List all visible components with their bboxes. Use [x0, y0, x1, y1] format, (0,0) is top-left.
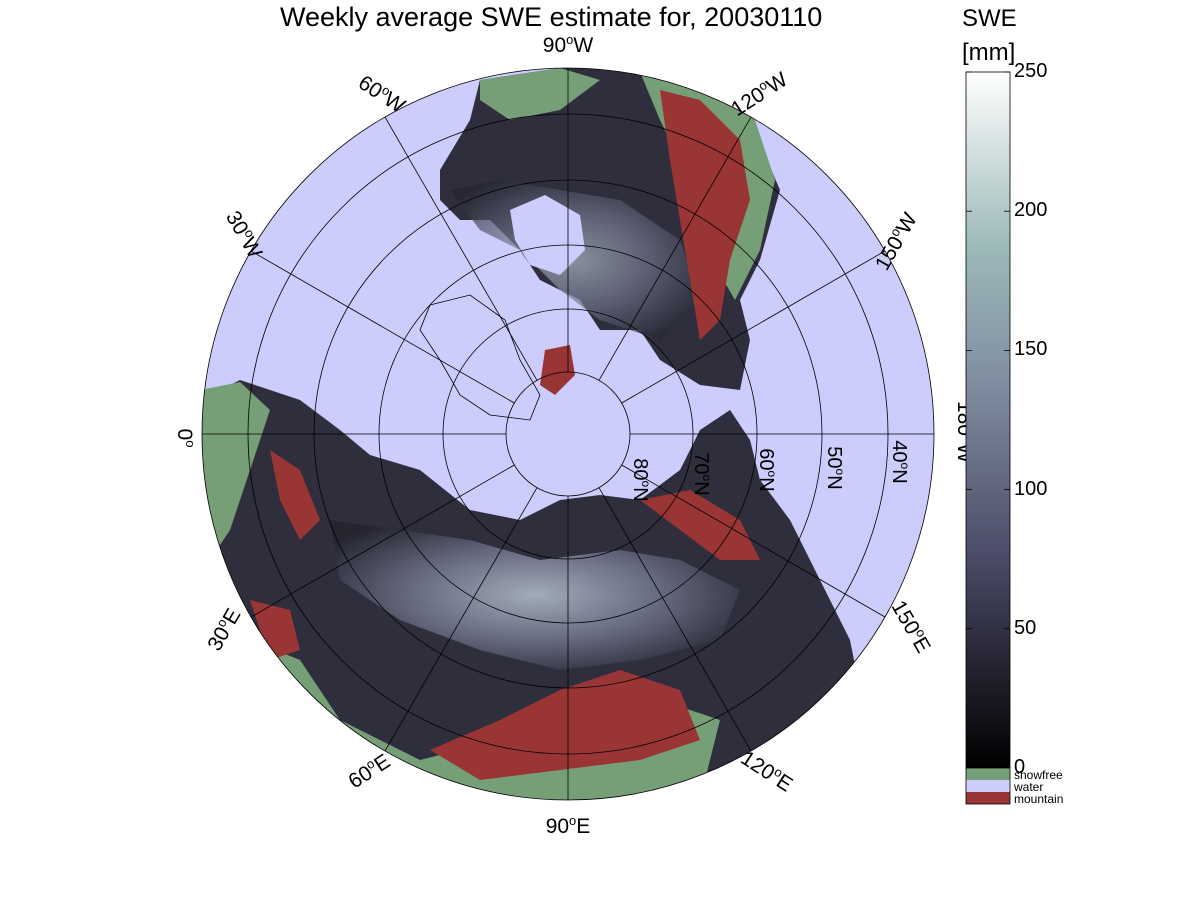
colorbar-title: SWE [mm] [962, 2, 1017, 70]
latitude-label: 80oN [629, 458, 653, 501]
longitude-label: 30oE [202, 604, 246, 655]
figure-title: Weekly average SWE estimate for, 2003011… [280, 2, 823, 32]
latitude-labels: 80oN 70oN 60oN 50oN 40oN [629, 440, 912, 501]
colorbar-tick-label: 50 [1014, 616, 1037, 639]
meridian-line [250, 464, 515, 618]
snowfree-west-europe [202, 382, 270, 560]
category-swatch-snowfree [966, 768, 1010, 780]
longitude-label: 60oE [343, 748, 394, 793]
colorbar-tick-label: 250 [1014, 60, 1048, 82]
greenland-outline [419, 294, 541, 421]
mountain-east-siberia [640, 490, 760, 560]
category-swatch-water [966, 780, 1010, 792]
longitude-label: 120oW [726, 66, 792, 121]
arctic-island [540, 345, 575, 395]
colorbar-tick-label: 150 [1014, 338, 1048, 361]
category-legend-border [965, 767, 1011, 805]
meridian-line [621, 250, 886, 404]
snowfree-alaska-tip [480, 68, 600, 120]
mountain-central-asia [430, 670, 700, 780]
longitude-label: 0o [173, 429, 198, 448]
latitude-label: 40oN [888, 440, 912, 483]
colorbar [965, 71, 1011, 769]
meridian-line [250, 250, 515, 404]
longitude-label: 90oE [546, 813, 591, 838]
hudson-bay [510, 195, 585, 275]
latitude-label: 70oN [690, 452, 714, 495]
mountain-rockies [660, 90, 750, 340]
latitude-label: 50oN [823, 446, 847, 489]
colorbar-tick-label: 100 [1014, 477, 1048, 500]
eurasia-snow-core [330, 520, 740, 670]
colorbar-tick-label: 0 [1014, 756, 1026, 778]
longitude-label: 90oW [543, 32, 594, 57]
colorbar-tick-marks [966, 71, 1010, 769]
colorbar-label-line1: SWE [962, 5, 1017, 32]
meridian-line [384, 116, 538, 381]
category-label-mountain: mountain [1014, 792, 1064, 806]
category-swatch-mountain [966, 792, 1010, 804]
colorbar-tick-label: 200 [1014, 199, 1048, 222]
meridian-line [621, 464, 886, 618]
meridian-line [384, 487, 538, 752]
category-swatches [965, 767, 1011, 805]
meridian-line [598, 116, 752, 381]
longitude-label: 150oE [887, 596, 937, 657]
meridians [202, 68, 934, 800]
meridian-line [598, 487, 752, 752]
longitude-label: 120oE [737, 745, 798, 797]
latitude-label: 60oN [755, 448, 779, 491]
category-label-snowfree: snowfree [1014, 768, 1063, 782]
mountain-scandinavia [270, 450, 320, 540]
colorbar-label-line2: [mm] [962, 39, 1016, 66]
mountain-alps [250, 600, 300, 660]
land-layer [202, 68, 860, 800]
category-label-water: water [1014, 780, 1044, 794]
